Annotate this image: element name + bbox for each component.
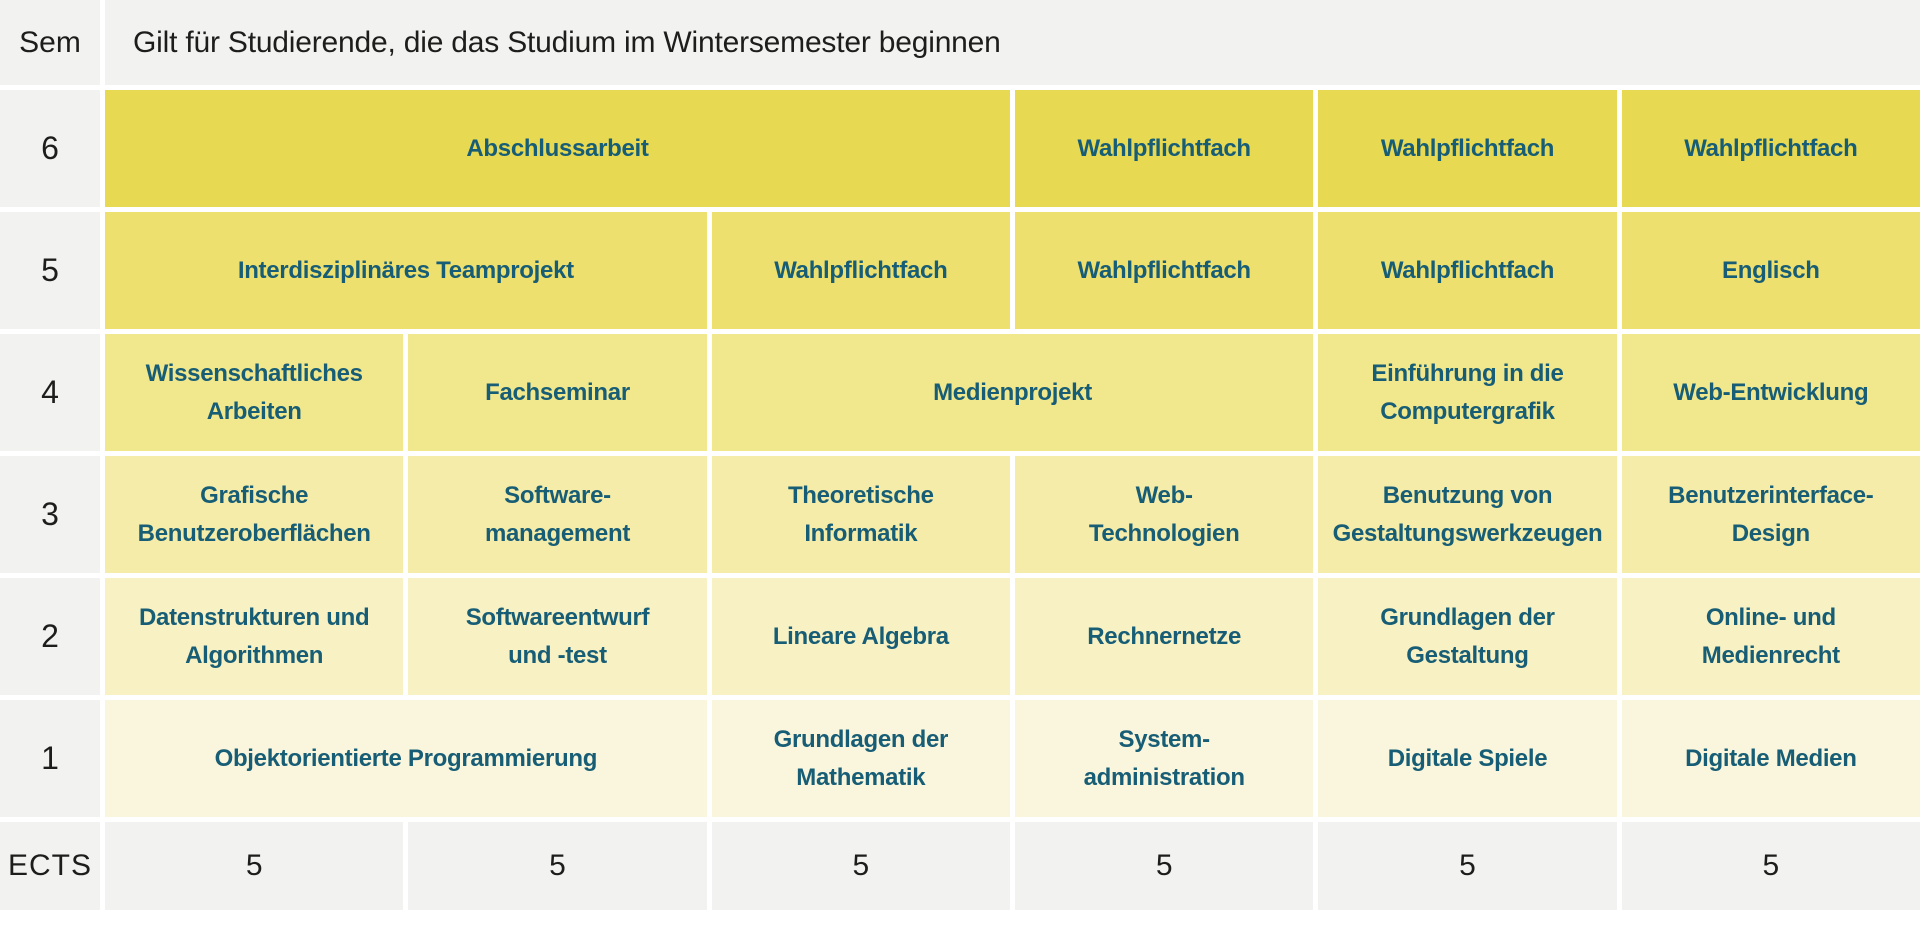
course-cell: Grundlagen der Mathematik bbox=[711, 700, 1010, 817]
ects-value: 5 bbox=[105, 822, 404, 910]
course-cell: Englisch bbox=[1621, 212, 1920, 329]
course-cell: Fachseminar bbox=[408, 334, 707, 451]
course-cell: Wahlpflichtfach bbox=[1015, 90, 1314, 207]
ects-value: 5 bbox=[711, 822, 1010, 910]
course-cell: Software- management bbox=[408, 456, 707, 573]
ects-value: 5 bbox=[1015, 822, 1314, 910]
course-cell: Abschlussarbeit bbox=[105, 90, 1010, 207]
plan-title: Gilt für Studierende, die das Studium im… bbox=[105, 0, 1920, 85]
course-cell: Benutzung von Gestaltungswerkzeugen bbox=[1318, 456, 1617, 573]
course-cell: Softwareentwurf und -test bbox=[408, 578, 707, 695]
course-cell: Web-Entwicklung bbox=[1621, 334, 1920, 451]
ects-value: 5 bbox=[408, 822, 707, 910]
semester-label-3: 3 bbox=[0, 456, 100, 573]
ects-value: 5 bbox=[1621, 822, 1920, 910]
course-cell: System- administration bbox=[1015, 700, 1314, 817]
course-cell: Grafische Benutzeroberflächen bbox=[105, 456, 404, 573]
course-cell: Digitale Medien bbox=[1621, 700, 1920, 817]
course-cell: Einführung in die Computergrafik bbox=[1318, 334, 1617, 451]
semester-label-5: 5 bbox=[0, 212, 100, 329]
course-cell: Wahlpflichtfach bbox=[1015, 212, 1314, 329]
course-cell: Online- und Medienrecht bbox=[1621, 578, 1920, 695]
course-cell: Datenstrukturen und Algorithmen bbox=[105, 578, 404, 695]
ects-row-label: ECTS bbox=[0, 822, 100, 910]
curriculum-grid: Sem Gilt für Studierende, die das Studiu… bbox=[0, 0, 1920, 910]
course-cell: Wahlpflichtfach bbox=[1318, 90, 1617, 207]
sem-column-header: Sem bbox=[0, 0, 100, 85]
course-cell: Benutzerinterface- Design bbox=[1621, 456, 1920, 573]
semester-label-1: 1 bbox=[0, 700, 100, 817]
course-cell: Wahlpflichtfach bbox=[711, 212, 1010, 329]
course-cell: Interdisziplinäres Teamprojekt bbox=[105, 212, 707, 329]
course-cell: Web- Technologien bbox=[1015, 456, 1314, 573]
course-cell: Digitale Spiele bbox=[1318, 700, 1617, 817]
course-cell: Wahlpflichtfach bbox=[1318, 212, 1617, 329]
course-cell: Theoretische Informatik bbox=[711, 456, 1010, 573]
course-cell: Wahlpflichtfach bbox=[1621, 90, 1920, 207]
semester-label-2: 2 bbox=[0, 578, 100, 695]
course-cell: Lineare Algebra bbox=[711, 578, 1010, 695]
ects-value: 5 bbox=[1318, 822, 1617, 910]
course-cell: Grundlagen der Gestaltung bbox=[1318, 578, 1617, 695]
course-cell: Medienprojekt bbox=[711, 334, 1314, 451]
semester-label-4: 4 bbox=[0, 334, 100, 451]
course-cell: Wissenschaftliches Arbeiten bbox=[105, 334, 404, 451]
semester-label-6: 6 bbox=[0, 90, 100, 207]
course-cell: Rechnernetze bbox=[1015, 578, 1314, 695]
course-cell: Objektorientierte Programmierung bbox=[105, 700, 707, 817]
